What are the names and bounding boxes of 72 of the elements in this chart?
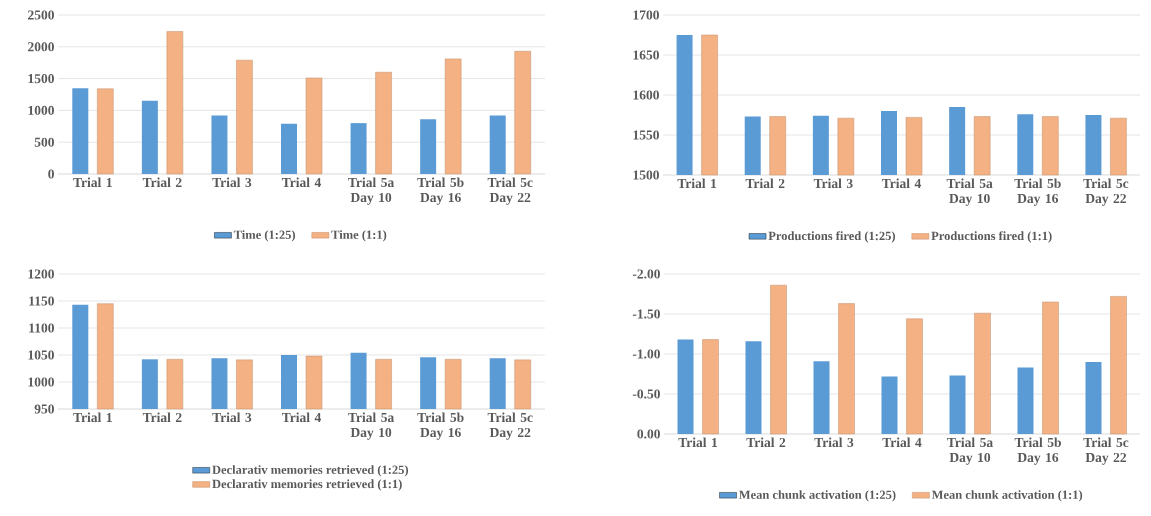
legend-label: Mean chunk activation (1:25) xyxy=(739,490,896,502)
y-tick-label: 1050 xyxy=(28,350,54,360)
y-tick-label: 1500 xyxy=(633,170,659,180)
bar xyxy=(444,58,462,175)
bar xyxy=(211,115,228,174)
y-tick-label: -1.50 xyxy=(632,309,660,319)
bar xyxy=(236,59,253,175)
x-tick-label: Trial 3 xyxy=(212,177,252,188)
x-tick-label: Trial 1 xyxy=(677,178,717,189)
x-tick-label: Trial 5a Day 10 xyxy=(946,178,993,206)
x-tick-label: Trial 5b Day 16 xyxy=(417,177,464,205)
x-tick-label: Trial 5b Day 16 xyxy=(1014,178,1061,206)
x-tick-label: Trial 5c Day 22 xyxy=(1083,437,1129,465)
x-tick-label: Trial 5a Day 10 xyxy=(947,437,993,465)
x-tick-label: Trial 1 xyxy=(678,437,718,448)
x-tick-label: Trial 1 xyxy=(73,412,112,423)
bar xyxy=(350,123,367,174)
y-tick-label: 1600 xyxy=(633,90,659,100)
y-tick-label: 1650 xyxy=(633,50,659,60)
x-tick-label: Trial 5a Day 10 xyxy=(348,177,394,205)
y-tick-label: 1550 xyxy=(633,130,659,140)
legend-label: Time (1:1) xyxy=(331,230,387,242)
x-tick-label: Trial 3 xyxy=(813,178,853,189)
x-tick-label: Trial 5c Day 22 xyxy=(487,412,533,440)
y-tick-label: 1000 xyxy=(28,105,54,115)
x-tick-label: Trial 5b Day 16 xyxy=(417,412,464,440)
bar xyxy=(489,115,506,174)
y-tick-label: -2.00 xyxy=(632,269,660,279)
y-tick-label: 1200 xyxy=(28,269,54,279)
legend-label: Productions fired (1:25) xyxy=(768,231,896,243)
x-tick-label: Trial 5b Day 16 xyxy=(1014,437,1061,465)
bar xyxy=(514,50,531,175)
x-tick-label: Trial 2 xyxy=(746,437,786,448)
x-tick-label: Trial 1 xyxy=(73,177,112,188)
x-tick-label: Trial 4 xyxy=(281,412,322,423)
legend-label: Declarativ memories retrieved (1:1) xyxy=(212,479,402,491)
bar xyxy=(420,119,437,174)
legend-label: Productions fired (1:1) xyxy=(931,231,1052,243)
x-tick-label: Trial 2 xyxy=(142,412,182,423)
legend-label: Declarativ memories retrieved (1:25) xyxy=(212,465,409,477)
legend-label: Mean chunk activation (1:1) xyxy=(931,490,1083,502)
bar xyxy=(281,123,298,174)
bar xyxy=(97,88,114,175)
y-tick-label: 2500 xyxy=(28,10,54,20)
bar xyxy=(72,88,89,174)
y-tick-label: 1150 xyxy=(29,296,54,306)
y-tick-label: 1500 xyxy=(28,74,54,84)
x-tick-label: Trial 4 xyxy=(881,178,922,189)
bar xyxy=(141,100,158,174)
x-tick-label: Trial 3 xyxy=(212,412,252,423)
y-tick-label: 1700 xyxy=(633,10,659,20)
bar xyxy=(375,71,392,175)
legend-label: Time (1:25) xyxy=(233,230,296,242)
y-tick-label: 1100 xyxy=(29,323,54,333)
x-tick-label: Trial 5c Day 22 xyxy=(487,177,533,205)
y-tick-label: 500 xyxy=(34,137,54,147)
y-tick-label: 0.00 xyxy=(637,429,660,439)
x-tick-label: Trial 4 xyxy=(882,437,922,448)
y-tick-label: -0.50 xyxy=(632,389,660,399)
y-tick-label: -1.00 xyxy=(632,349,660,359)
x-tick-label: Trial 4 xyxy=(281,177,322,188)
y-tick-label: 950 xyxy=(34,404,54,414)
bar xyxy=(305,77,323,175)
x-tick-label: Trial 5c Day 22 xyxy=(1083,178,1129,206)
y-tick-label: 1000 xyxy=(28,377,54,387)
x-tick-label: Trial 5a Day 10 xyxy=(348,412,394,440)
y-tick-label: 0 xyxy=(48,169,54,179)
y-tick-label: 2000 xyxy=(28,42,54,52)
bar xyxy=(166,31,184,175)
x-tick-label: Trial 3 xyxy=(814,437,854,448)
x-tick-label: Trial 2 xyxy=(142,177,182,188)
x-tick-label: Trial 2 xyxy=(745,178,785,189)
